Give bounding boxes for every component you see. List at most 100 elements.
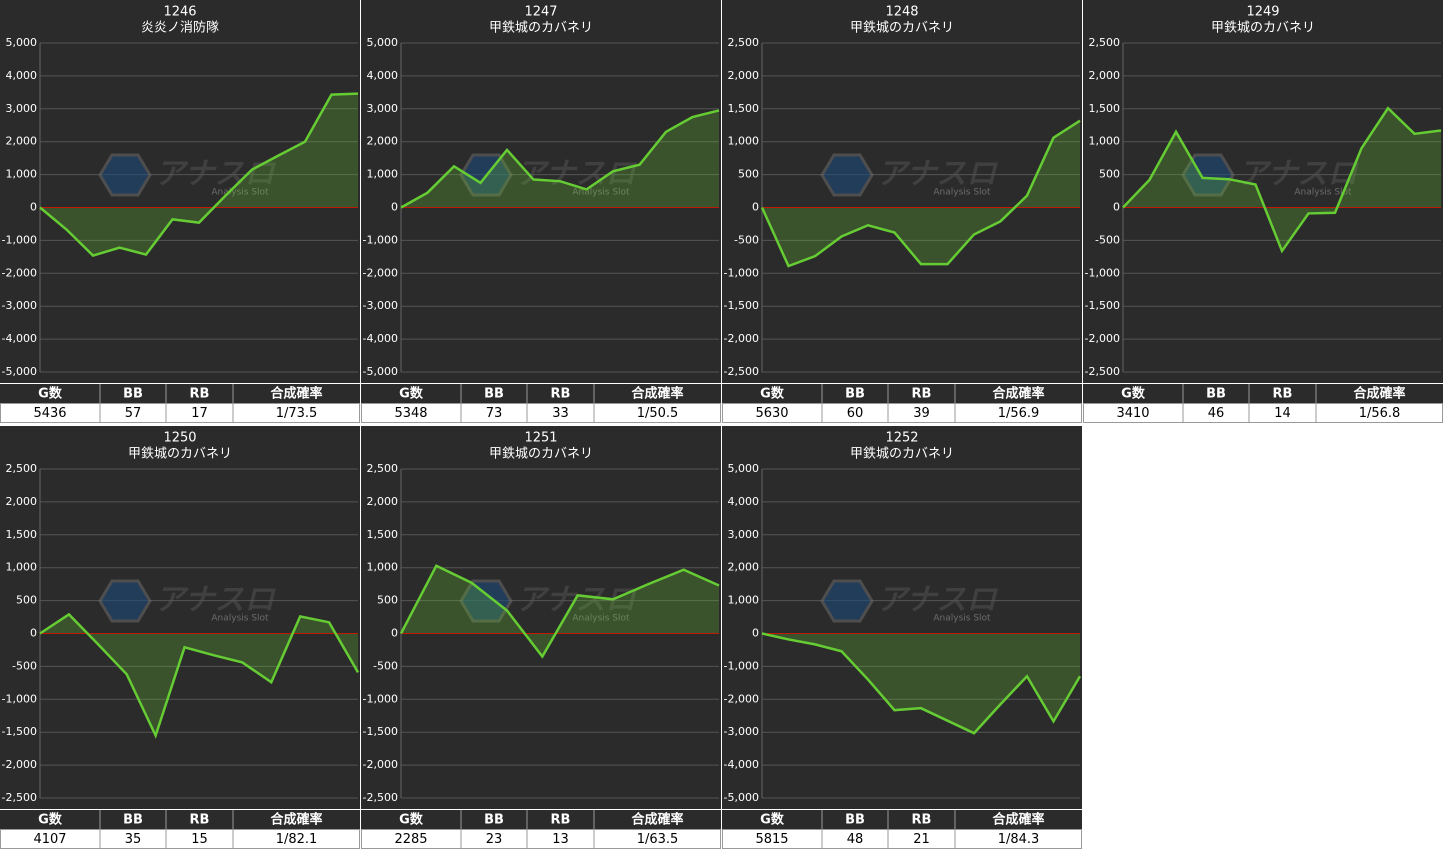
- table-header: RB: [1273, 387, 1293, 402]
- y-tick-label: 500: [1099, 168, 1120, 181]
- y-tick-label: 5,000: [6, 36, 38, 49]
- y-tick-label: 1,500: [1089, 102, 1121, 115]
- table-row-bg: [722, 829, 1082, 849]
- y-tick-label: 4,000: [367, 69, 399, 82]
- y-tick-label: 3,000: [367, 102, 399, 115]
- y-tick-label: -2,500: [2, 791, 37, 804]
- y-tick-label: 2,500: [728, 36, 760, 49]
- table-header: G数: [760, 812, 785, 828]
- y-tick-label: -3,000: [724, 725, 759, 738]
- table-cell: 15: [191, 832, 208, 847]
- y-tick-label: 5,000: [728, 462, 760, 475]
- table-header: G数: [399, 812, 424, 828]
- table-cell: 57: [125, 406, 142, 421]
- watermark-name: アナスロ: [155, 583, 276, 618]
- watermark-name: アナスロ: [516, 583, 637, 618]
- y-tick-label: -2,000: [2, 758, 37, 771]
- table-header: RB: [551, 813, 571, 828]
- table-header: G数: [38, 812, 63, 828]
- plot-background: [722, 426, 1082, 809]
- table-cell: 13: [552, 832, 569, 847]
- y-tick-label: 1,000: [1089, 135, 1121, 148]
- watermark-logo: [820, 153, 874, 197]
- y-tick-label: 2,000: [728, 561, 760, 574]
- y-tick-label: 2,000: [1089, 69, 1121, 82]
- chart-title: 1250: [163, 431, 196, 446]
- y-tick-label: -2,000: [1085, 332, 1120, 345]
- y-tick-label: 3,000: [728, 528, 760, 541]
- table-header-bg: [361, 384, 721, 403]
- y-tick-label: 0: [752, 201, 759, 214]
- y-tick-label: -500: [373, 659, 398, 672]
- table-header: BB: [484, 387, 504, 402]
- table-cell: 5348: [394, 406, 427, 421]
- table-header: G数: [399, 386, 424, 402]
- y-tick-label: 0: [30, 201, 37, 214]
- watermark-tagline: Analysis Slot: [933, 614, 991, 624]
- table-header: BB: [845, 387, 865, 402]
- watermark-tagline: Analysis Slot: [211, 614, 269, 624]
- chart-subtitle: 甲鉄城のカバネリ: [489, 447, 593, 462]
- y-tick-label: -500: [1095, 233, 1120, 246]
- y-tick-label: -5,000: [2, 365, 37, 378]
- area: [762, 633, 1080, 734]
- y-tick-label: -500: [734, 233, 759, 246]
- table-header: G数: [1121, 386, 1146, 402]
- line: [1122, 106, 1442, 254]
- y-tick-label: 0: [1113, 201, 1120, 214]
- table-cell: 2285: [394, 832, 427, 847]
- y-tick-label: -4,000: [363, 332, 398, 345]
- y-tick-label: -1,500: [2, 725, 37, 738]
- y-tick-label: 0: [752, 627, 759, 640]
- y-tick-label: -1,000: [724, 266, 759, 279]
- table-header: BB: [845, 813, 865, 828]
- y-tick-label: 5,000: [367, 36, 399, 49]
- table-cell: 73: [486, 406, 503, 421]
- y-tick-label: -5,000: [363, 365, 398, 378]
- plot-background: [0, 0, 360, 383]
- y-tick-label: 2,000: [367, 495, 399, 508]
- table-header: 合成確率: [631, 386, 683, 402]
- y-tick-label: -3,000: [363, 299, 398, 312]
- table-cell: 5630: [755, 406, 788, 421]
- table-header-bg: [1083, 384, 1443, 403]
- y-tick-label: 3,000: [6, 102, 38, 115]
- y-tick-label: -3,000: [2, 299, 37, 312]
- table-row-bg: [0, 403, 360, 423]
- y-tick-label: 500: [738, 168, 759, 181]
- y-tick-label: 2,000: [367, 135, 399, 148]
- line: [761, 632, 1082, 735]
- table-cell: 5436: [33, 406, 66, 421]
- chart-subtitle: 甲鉄城のカバネリ: [128, 447, 232, 462]
- y-tick-label: 2,500: [6, 462, 38, 475]
- area: [1123, 108, 1441, 251]
- y-tick-label: -1,500: [724, 299, 759, 312]
- table-cell: 46: [1208, 406, 1225, 421]
- table-header: 合成確率: [1353, 386, 1405, 402]
- watermark-name: アナスロ: [877, 157, 998, 192]
- y-tick-label: 4,000: [728, 495, 760, 508]
- table-cell: 1/63.5: [637, 832, 679, 847]
- y-tick-label: -2,000: [363, 266, 398, 279]
- plot-background: [722, 0, 1082, 383]
- watermark-logo: [98, 153, 152, 197]
- table-cell: 35: [125, 832, 142, 847]
- line: [400, 109, 720, 209]
- table-cell: 1/73.5: [276, 406, 318, 421]
- watermark-tagline: Analysis Slot: [1294, 188, 1352, 198]
- y-tick-label: 2,500: [367, 462, 399, 475]
- chart-subtitle: 甲鉄城のカバネリ: [1211, 21, 1315, 36]
- watermark-logo: [459, 579, 513, 623]
- table-cell: 1/84.3: [998, 832, 1040, 847]
- y-tick-label: 500: [16, 594, 37, 607]
- table-cell: 1/56.8: [1359, 406, 1401, 421]
- table-row-bg: [722, 403, 1082, 423]
- table-header: RB: [912, 813, 932, 828]
- y-tick-label: -2,000: [724, 332, 759, 345]
